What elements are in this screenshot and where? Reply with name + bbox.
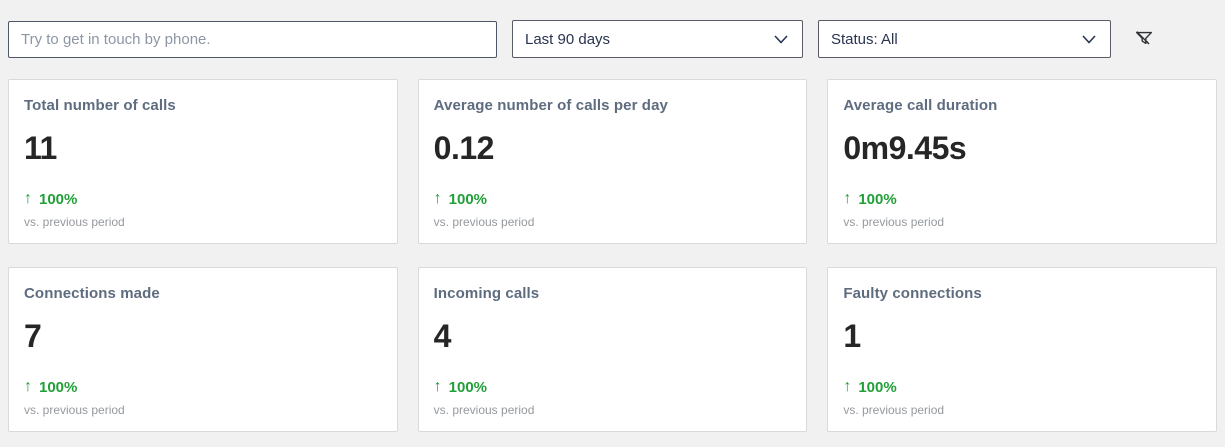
- search-input[interactable]: [8, 20, 497, 58]
- filter-bar: Last 90 days Status: All: [8, 20, 1217, 58]
- card-caption: vs. previous period: [843, 403, 945, 417]
- card-title: Average number of calls per day: [433, 97, 668, 114]
- card-value: 4: [433, 318, 452, 354]
- card-title: Connections made: [24, 285, 160, 302]
- up-arrow-icon: ↑: [24, 378, 32, 395]
- card-title: Faulty connections: [843, 285, 982, 302]
- card-value: 0m9.45s: [843, 130, 967, 166]
- chevron-down-icon: [774, 34, 788, 44]
- stat-card-avg-call-duration: Average call duration 0m9.45s ↑ 100% vs.…: [827, 79, 1217, 244]
- change-percent: 100%: [858, 190, 897, 208]
- card-caption: vs. previous period: [433, 403, 535, 417]
- change-percent: 100%: [858, 378, 897, 396]
- card-value: 7: [24, 318, 42, 354]
- card-title: Incoming calls: [433, 285, 540, 302]
- stat-card-connections-made: Connections made 7 ↑ 100% vs. previous p…: [8, 267, 398, 432]
- filter-off-icon: [1135, 31, 1153, 45]
- card-change: ↑ 100%: [24, 378, 382, 396]
- up-arrow-icon: ↑: [843, 378, 852, 395]
- card-change: ↑ 100%: [434, 378, 792, 396]
- stat-card-faulty-connections: Faulty connections 1 ↑ 100% vs. previous…: [827, 267, 1217, 432]
- stat-card-incoming-calls: Incoming calls 4 ↑ 100% vs. previous per…: [417, 267, 808, 432]
- change-percent: 100%: [448, 378, 488, 396]
- chevron-down-icon: [1082, 34, 1096, 44]
- status-select[interactable]: Status: All: [818, 20, 1111, 58]
- card-title: Total number of calls: [24, 97, 176, 114]
- card-title: Average call duration: [843, 97, 998, 114]
- change-percent: 100%: [39, 190, 78, 208]
- card-change: ↑ 100%: [434, 190, 792, 208]
- card-caption: vs. previous period: [24, 403, 125, 417]
- card-caption: vs. previous period: [24, 215, 125, 229]
- stat-card-avg-calls-per-day: Average number of calls per day 0.12 ↑ 1…: [417, 79, 808, 244]
- up-arrow-icon: ↑: [433, 190, 442, 207]
- change-percent: 100%: [39, 378, 78, 396]
- up-arrow-icon: ↑: [24, 190, 32, 207]
- period-select[interactable]: Last 90 days: [512, 20, 803, 58]
- card-change: ↑ 100%: [843, 190, 1201, 208]
- card-value: 0.12: [433, 130, 495, 166]
- period-select-value: Last 90 days: [525, 30, 611, 48]
- up-arrow-icon: ↑: [843, 190, 852, 207]
- card-value: 11: [24, 130, 57, 166]
- card-change: ↑ 100%: [843, 378, 1201, 396]
- card-caption: vs. previous period: [433, 215, 535, 229]
- stats-grid: Total number of calls 11 ↑ 100% vs. prev…: [8, 79, 1217, 432]
- clear-filters-button[interactable]: [1131, 26, 1157, 52]
- stat-card-total-calls: Total number of calls 11 ↑ 100% vs. prev…: [8, 79, 398, 244]
- status-select-value: Status: All: [831, 30, 898, 48]
- card-value: 1: [843, 318, 861, 354]
- up-arrow-icon: ↑: [433, 378, 442, 395]
- card-caption: vs. previous period: [843, 215, 945, 229]
- change-percent: 100%: [448, 190, 488, 208]
- card-change: ↑ 100%: [24, 190, 382, 208]
